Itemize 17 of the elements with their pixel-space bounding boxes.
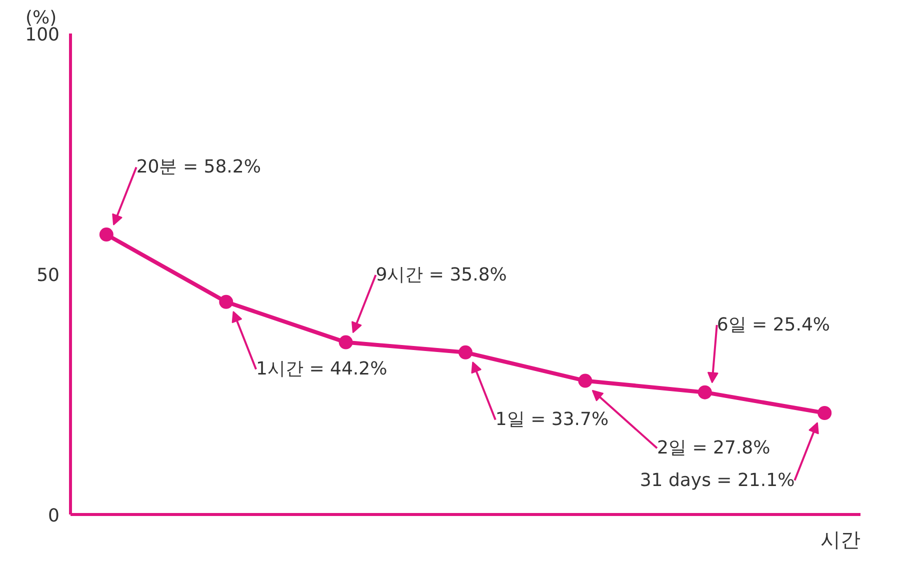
annotation: 1일 = 33.7% [495,409,609,430]
y-tick-label: 0 [48,506,60,526]
point [338,335,353,350]
x-axis-title: 시간 [820,528,860,552]
annotation: 9시간 = 35.8% [376,264,507,286]
y-tick-label: 50 [36,265,60,286]
point [578,374,592,388]
point [219,294,234,309]
point [458,345,472,360]
point [698,385,712,400]
annotation: 2일 = 27.8% [657,438,770,459]
annotation: 20분 = 58.2% [136,156,261,178]
annotation: 6일 = 25.4% [716,314,830,336]
annotation: 1시간 = 44.2% [256,358,388,380]
annotation: 31 days = 21.1% [640,470,795,491]
point [818,406,832,420]
point [99,228,114,242]
